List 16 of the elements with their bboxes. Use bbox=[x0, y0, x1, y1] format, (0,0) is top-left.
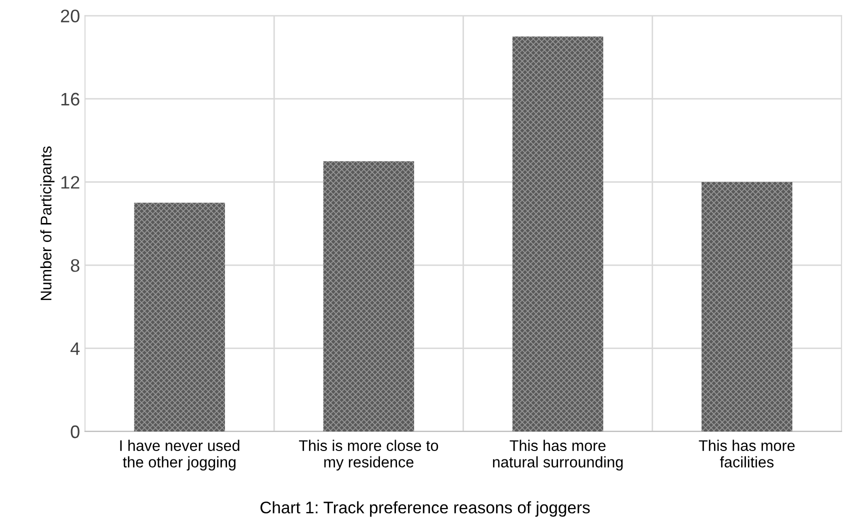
y-tick-label: 16 bbox=[61, 92, 80, 106]
y-axis-title: Number of Participants bbox=[40, 146, 54, 300]
x-tick-label: I have never used the other jogging bbox=[120, 440, 240, 471]
y-tick-label: 0 bbox=[70, 425, 80, 438]
bar bbox=[134, 202, 225, 432]
x-tick-label: This has more facilities bbox=[698, 440, 795, 468]
y-tick-label: 8 bbox=[70, 259, 80, 272]
bar bbox=[323, 161, 414, 432]
y-tick-label: 12 bbox=[61, 176, 80, 189]
bar bbox=[702, 182, 792, 432]
y-tick-label: 4 bbox=[70, 342, 80, 355]
bar bbox=[512, 36, 604, 432]
x-tick-label: This is more close to my residence bbox=[298, 440, 438, 471]
x-tick-label: This has more natural surrounding bbox=[493, 440, 623, 471]
y-tick-label: 20 bbox=[60, 10, 80, 22]
caption: Chart 1: Track preference reasons of joggers bbox=[260, 501, 590, 517]
